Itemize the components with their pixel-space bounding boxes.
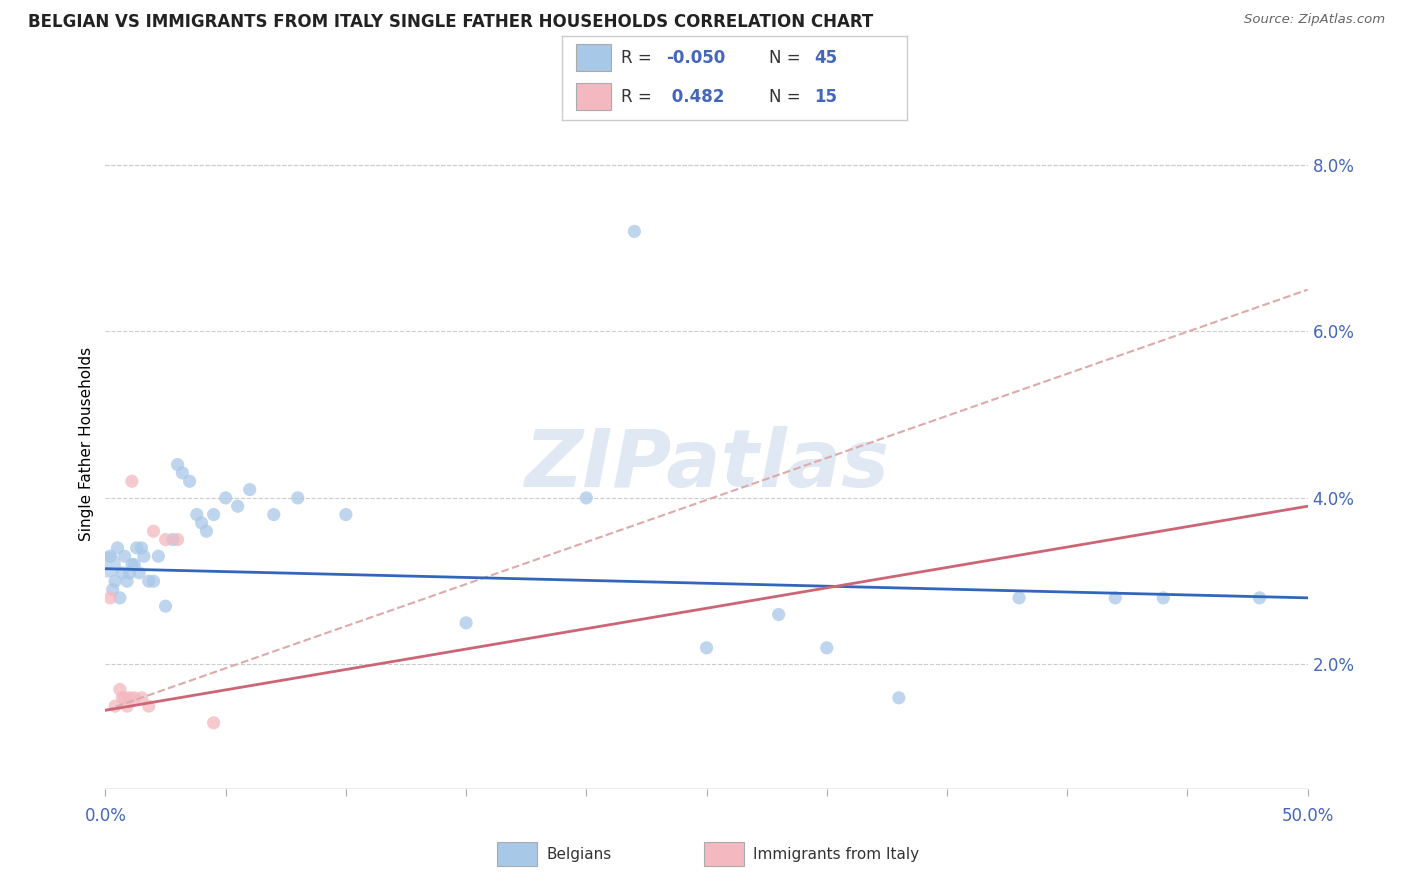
Point — [118, 566, 141, 580]
Point — [1152, 591, 1174, 605]
Point — [155, 533, 177, 547]
Point — [108, 682, 131, 697]
Point — [98, 549, 121, 564]
Point — [287, 491, 309, 505]
Point — [195, 524, 218, 539]
Point — [115, 574, 138, 589]
Point — [121, 558, 143, 572]
Text: R =: R = — [621, 49, 657, 67]
Point — [132, 549, 155, 564]
Point — [768, 607, 790, 622]
Point — [1249, 591, 1271, 605]
Text: 0.0%: 0.0% — [84, 807, 127, 825]
Point — [118, 690, 141, 705]
Point — [239, 483, 262, 497]
Point — [166, 458, 188, 472]
Point — [202, 508, 225, 522]
Point — [131, 690, 153, 705]
Point — [214, 491, 236, 505]
Point — [98, 591, 121, 605]
Point — [107, 541, 129, 555]
Point — [162, 533, 184, 547]
Point — [263, 508, 285, 522]
Point — [97, 558, 120, 572]
Text: 50.0%: 50.0% — [1281, 807, 1334, 825]
Text: Immigrants from Italy: Immigrants from Italy — [754, 847, 920, 862]
Point — [166, 533, 188, 547]
Point — [1008, 591, 1031, 605]
Point — [104, 699, 127, 714]
Y-axis label: Single Father Households: Single Father Households — [79, 347, 94, 541]
Point — [887, 690, 910, 705]
Bar — [496, 842, 537, 866]
Point — [335, 508, 357, 522]
Point — [121, 475, 143, 489]
Point — [138, 699, 160, 714]
Text: 45: 45 — [814, 49, 837, 67]
Point — [104, 574, 127, 589]
Point — [101, 582, 124, 597]
Point — [124, 558, 146, 572]
Point — [114, 690, 136, 705]
Point — [111, 690, 134, 705]
Point — [125, 541, 148, 555]
Point — [186, 508, 208, 522]
Text: N =: N = — [769, 49, 806, 67]
Text: 15: 15 — [814, 87, 837, 105]
Point — [148, 549, 170, 564]
Text: ZIPatlas: ZIPatlas — [524, 425, 889, 503]
Point — [575, 491, 598, 505]
Point — [108, 591, 131, 605]
Point — [696, 640, 718, 655]
Text: N =: N = — [769, 87, 806, 105]
Point — [111, 566, 134, 580]
Point — [172, 466, 194, 480]
Point — [142, 524, 165, 539]
Bar — [576, 44, 610, 71]
Point — [128, 566, 150, 580]
Point — [226, 500, 249, 514]
Point — [623, 224, 645, 238]
Text: -0.050: -0.050 — [666, 49, 725, 67]
Point — [155, 599, 177, 614]
Point — [131, 541, 153, 555]
Point — [1104, 591, 1126, 605]
Point — [179, 475, 201, 489]
Point — [124, 690, 146, 705]
Point — [454, 615, 477, 630]
Text: 0.482: 0.482 — [666, 87, 724, 105]
Point — [815, 640, 838, 655]
Point — [114, 549, 136, 564]
Bar — [576, 83, 610, 111]
Point — [190, 516, 212, 530]
Text: BELGIAN VS IMMIGRANTS FROM ITALY SINGLE FATHER HOUSEHOLDS CORRELATION CHART: BELGIAN VS IMMIGRANTS FROM ITALY SINGLE … — [28, 13, 873, 31]
Point — [202, 715, 225, 730]
Bar — [703, 842, 744, 866]
Point — [138, 574, 160, 589]
Point — [142, 574, 165, 589]
Point — [115, 699, 138, 714]
Text: Source: ZipAtlas.com: Source: ZipAtlas.com — [1244, 13, 1385, 27]
Text: R =: R = — [621, 87, 657, 105]
Text: Belgians: Belgians — [546, 847, 612, 862]
